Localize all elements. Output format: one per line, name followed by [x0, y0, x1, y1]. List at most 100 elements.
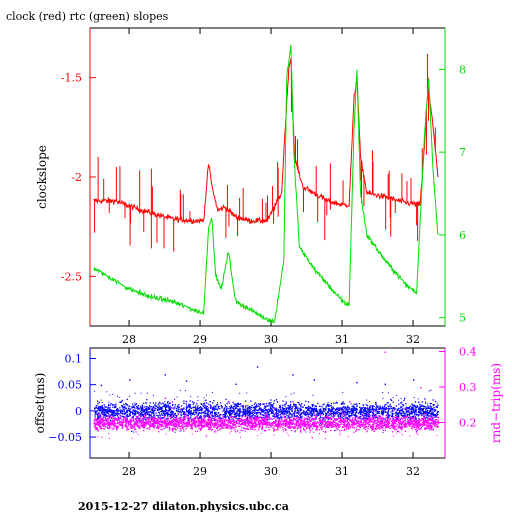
series-rnd-trip-point — [206, 426, 208, 428]
series-rnd-trip-point — [368, 423, 370, 425]
series-offset-point — [192, 407, 194, 409]
series-offset-point — [367, 409, 369, 412]
series-rnd-trip-point — [297, 427, 299, 429]
series-offset-point — [258, 412, 260, 414]
series-offset-point — [166, 401, 169, 404]
series-offset-point — [193, 411, 195, 413]
series-rnd-trip-point — [138, 427, 141, 429]
series-rnd-trip-point — [212, 423, 214, 425]
series-offset-point — [415, 413, 417, 415]
series-offset-point — [312, 407, 314, 410]
series-rnd-trip-point — [299, 419, 301, 422]
series-rnd-trip-point — [189, 421, 191, 423]
series-offset-point — [347, 407, 349, 409]
series-offset-point — [209, 411, 212, 414]
series-rnd-trip-point — [403, 420, 406, 422]
series-rnd-trip-point — [301, 424, 303, 426]
series-rnd-trip-point — [172, 424, 174, 427]
series-rnd-trip-point — [277, 426, 279, 428]
series-offset-point — [397, 415, 399, 417]
series-rnd-trip-point — [309, 427, 311, 429]
series-rnd-trip-point — [340, 419, 342, 421]
series-offset-point — [320, 410, 322, 412]
series-rnd-trip-point — [261, 422, 263, 424]
series-offset-point — [167, 415, 169, 417]
series-offset-point — [419, 403, 421, 406]
series-offset-point — [235, 414, 237, 416]
series-offset-point — [248, 414, 250, 416]
series-rnd-trip-point — [98, 421, 100, 423]
series-offset-point — [271, 405, 273, 407]
series-rnd-trip-point — [204, 420, 206, 422]
series-offset-point — [402, 412, 405, 414]
series-offset-point — [417, 408, 420, 411]
series-offset-point — [200, 415, 202, 417]
series-offset-point — [130, 411, 132, 413]
series-offset-point — [363, 414, 365, 416]
series-offset-point — [205, 409, 207, 411]
series-offset-point — [377, 408, 379, 411]
series-offset-point — [229, 418, 231, 421]
series-offset-point — [435, 409, 437, 411]
series-offset-point — [176, 415, 178, 417]
series-offset-point — [412, 407, 414, 409]
series-rnd-trip-point — [342, 426, 344, 428]
series-offset-point — [108, 410, 110, 413]
series-offset-point — [177, 409, 179, 411]
series-rnd-trip-point — [151, 420, 153, 422]
series-offset-point — [388, 415, 390, 416]
series-rnd-trip-point — [306, 423, 308, 425]
series-offset-point — [339, 412, 341, 414]
series-offset-point — [341, 410, 344, 413]
series-rnd-trip-point — [300, 421, 302, 423]
series-rnd-trip-point — [341, 423, 343, 425]
series-offset-point — [236, 405, 239, 407]
series-offset-point — [175, 414, 177, 416]
series-offset-point — [392, 418, 394, 420]
series-rnd-trip-point — [384, 429, 386, 431]
series-offset-point — [342, 401, 344, 403]
series-offset-point — [421, 408, 423, 410]
series-offset-point — [372, 412, 374, 414]
series-rnd-trip-point — [380, 421, 383, 424]
series-offset-point — [416, 405, 418, 407]
series-rnd-trip-point — [336, 419, 338, 421]
series-offset-point — [422, 409, 424, 411]
series-rnd-trip-point — [201, 419, 204, 422]
series-offset-point — [368, 412, 370, 414]
series-rnd-trip-point — [310, 420, 313, 422]
series-offset-point — [176, 396, 178, 398]
series-offset-point — [260, 409, 262, 411]
series-rnd-trip-point — [143, 429, 145, 432]
series-offset-point — [344, 415, 346, 417]
series-offset-point — [294, 406, 297, 408]
series-rnd-trip-point — [250, 416, 252, 419]
series-offset-point — [424, 402, 427, 404]
series-offset-point — [341, 402, 343, 404]
series-offset-point — [206, 410, 209, 412]
series-offset-point — [239, 403, 241, 405]
left-tick-label: 0 — [75, 405, 82, 418]
series-offset-point — [101, 407, 103, 409]
series-rnd-trip-point — [191, 426, 193, 428]
series-offset-point — [273, 413, 276, 415]
series-rnd-trip-point — [396, 419, 398, 421]
series-rnd-trip-point — [396, 416, 398, 419]
series-rnd-trip-point — [404, 430, 407, 432]
series-offset-point — [390, 407, 393, 410]
series-offset-point — [152, 409, 154, 412]
series-offset-point — [220, 405, 222, 407]
series-offset-point — [174, 399, 176, 400]
series-rnd-trip-point — [262, 421, 264, 423]
series-rnd-trip-point — [337, 417, 340, 419]
series-rnd-trip-point — [333, 420, 335, 422]
series-rnd-trip-point — [187, 422, 190, 424]
series-offset-point — [107, 415, 109, 417]
series-rnd-trip-point — [424, 428, 426, 430]
series-rnd-trip-point — [433, 419, 435, 421]
series-rnd-trip-point — [175, 425, 177, 427]
series-offset-point — [138, 408, 140, 410]
series-offset-point — [203, 412, 205, 414]
series-offset-point — [235, 415, 237, 418]
series-rnd-trip-point — [339, 421, 341, 423]
